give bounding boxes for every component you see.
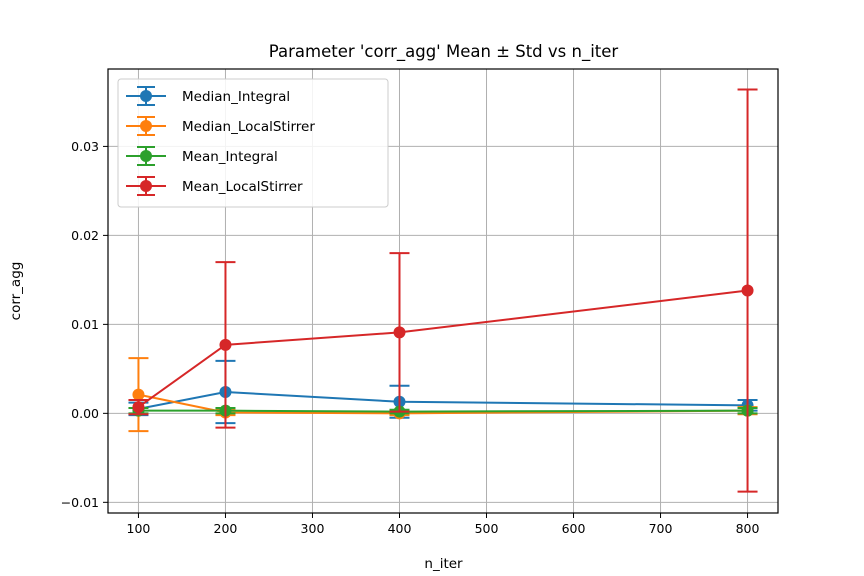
y-tick-label: −0.01 — [61, 495, 99, 510]
legend-item: Mean_LocalStirrer — [126, 176, 303, 196]
x-tick-label: 700 — [649, 521, 673, 536]
legend-marker — [140, 90, 152, 102]
legend-item: Mean_Integral — [126, 146, 278, 166]
legend-marker — [140, 120, 152, 132]
chart-title: Parameter 'corr_agg' Mean ± Std vs n_ite… — [269, 42, 619, 62]
legend-label: Median_LocalStirrer — [182, 119, 315, 135]
x-axis-label: n_iter — [424, 556, 463, 572]
x-tick-label: 800 — [736, 521, 760, 536]
x-tick-label: 500 — [475, 521, 499, 536]
ticks: 100 200 300 400 500 600 700 800 −0.01 0.00 0.01 0.0… — [61, 139, 760, 536]
data-point — [132, 388, 145, 401]
legend-marker — [140, 180, 152, 192]
y-tick-label: 0.00 — [71, 406, 99, 421]
x-tick-label: 200 — [214, 521, 238, 536]
legend-label: Median_Integral — [182, 89, 290, 105]
data-point — [219, 338, 232, 351]
legend-item: Median_LocalStirrer — [126, 116, 315, 136]
legend: Median_Integral Median_LocalStirrer Mean_I… — [117, 78, 389, 208]
series-line — [137, 289, 748, 408]
y-tick-label: 0.02 — [71, 228, 99, 243]
y-axis-label: corr_agg — [8, 262, 24, 321]
x-tick-label: 400 — [388, 521, 412, 536]
legend-label: Mean_LocalStirrer — [182, 179, 303, 195]
x-tick-label: 100 — [127, 521, 151, 536]
series-line — [138, 409, 748, 413]
legend-label: Mean_Integral — [182, 149, 278, 165]
data-point — [741, 284, 754, 297]
legend-box — [117, 78, 389, 208]
data-point — [132, 401, 145, 414]
legend-marker — [140, 150, 152, 162]
x-tick-label: 300 — [301, 521, 325, 536]
data-point — [393, 326, 406, 339]
series-line — [138, 390, 748, 410]
legend-item: Median_Integral — [126, 86, 290, 106]
x-tick-label: 600 — [562, 521, 586, 536]
series-layer — [128, 88, 758, 493]
y-tick-label: 0.03 — [71, 139, 99, 154]
y-tick-label: 0.01 — [71, 317, 99, 332]
plot-frame — [107, 68, 779, 514]
series-mean-localstirrer — [128, 88, 758, 493]
